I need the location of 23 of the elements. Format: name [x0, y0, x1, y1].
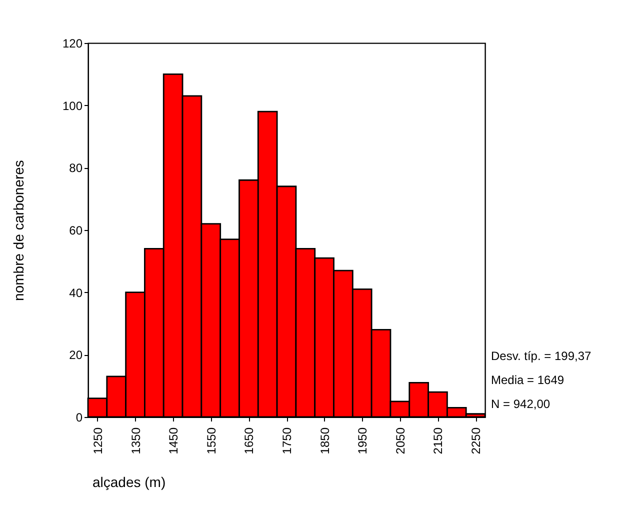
- x-tick-label: 1950: [356, 427, 370, 454]
- x-tick-label: 1850: [318, 427, 332, 454]
- y-tick-label: 60: [69, 224, 83, 238]
- x-tick-label: 1750: [280, 427, 294, 454]
- x-tick-label: 1250: [90, 427, 105, 454]
- y-tick-label: 20: [69, 348, 83, 362]
- x-tick-label: 1550: [204, 427, 218, 454]
- x-tick-label: 1450: [166, 427, 181, 454]
- y-tick-label: 80: [69, 161, 83, 176]
- text: N = 942,00: [491, 397, 550, 411]
- y-tick-label: 100: [62, 98, 83, 113]
- x-tick-label: 1350: [128, 427, 143, 454]
- text: Desv. típ. = 199,37: [491, 349, 592, 363]
- y-tick-label: 120: [62, 36, 83, 50]
- text: Media = 1649: [491, 373, 564, 387]
- x-tick-label: 2250: [469, 427, 484, 454]
- x-tick-label: 2050: [393, 427, 408, 454]
- y-axis-title: nombre de carboneres: [10, 160, 26, 301]
- x-axis-title: alçades (m): [92, 474, 166, 490]
- x-tick-label: 1650: [242, 427, 256, 454]
- y-tick-label: 0: [76, 410, 83, 424]
- y-tick-label: 40: [69, 286, 83, 300]
- x-tick-label: 2150: [431, 427, 446, 454]
